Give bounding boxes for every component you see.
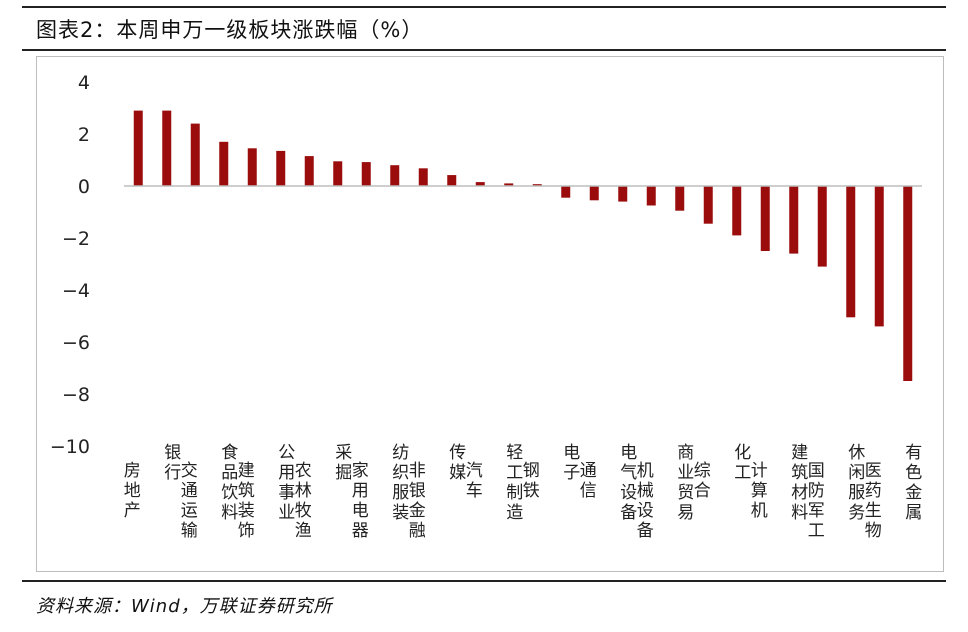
title-underline xyxy=(22,49,946,51)
bar xyxy=(903,186,913,381)
y-tick-label: −6 xyxy=(62,332,90,354)
category-label: 医药生物 xyxy=(865,461,882,541)
bar xyxy=(618,186,628,202)
source-note: 资料来源：Wind，万联证券研究所 xyxy=(36,596,333,617)
bar xyxy=(190,123,200,186)
category-label: 纺织服装 xyxy=(392,443,409,523)
category-label: 食品饮料 xyxy=(221,443,238,523)
bar xyxy=(646,186,656,206)
category-label: 传媒 xyxy=(449,443,466,483)
bar xyxy=(675,186,685,211)
bar xyxy=(390,165,400,186)
category-label: 非银金融 xyxy=(409,461,426,541)
chart-frame xyxy=(36,56,944,572)
category-label: 家用电器 xyxy=(352,461,369,541)
category-label: 房地产 xyxy=(124,461,141,521)
top-rule xyxy=(22,6,946,8)
category-label: 公用事业 xyxy=(278,443,295,523)
bar xyxy=(162,110,172,186)
category-label: 建筑装饰 xyxy=(238,461,255,541)
bar xyxy=(732,186,742,236)
category-label: 计算机 xyxy=(751,461,768,521)
category-label: 汽车 xyxy=(466,461,483,501)
category-label: 国防军工 xyxy=(808,461,825,541)
bar xyxy=(247,148,257,186)
category-label: 交通运输 xyxy=(181,461,198,541)
y-tick-label: −8 xyxy=(62,384,90,406)
y-tick-label: 4 xyxy=(78,72,90,94)
category-label: 采掘 xyxy=(335,443,352,483)
y-tick-label: −4 xyxy=(62,280,90,302)
y-tick-label: −2 xyxy=(62,228,90,250)
bar xyxy=(789,186,799,254)
category-label: 有色金属 xyxy=(905,443,922,523)
bar xyxy=(418,168,428,186)
bar xyxy=(504,183,514,186)
category-label: 综合 xyxy=(694,461,711,501)
category-label: 电子 xyxy=(563,443,580,483)
bar xyxy=(589,186,599,201)
bar xyxy=(276,150,286,186)
category-label: 通信 xyxy=(580,461,597,501)
bar xyxy=(874,186,884,327)
y-tick-label: 0 xyxy=(78,176,90,198)
category-label: 化工 xyxy=(734,443,751,483)
category-label: 电气设备 xyxy=(620,443,637,523)
chart-title: 图表2：本周申万一级板块涨跌幅（%） xyxy=(36,18,424,42)
category-label: 建筑材料 xyxy=(791,443,808,523)
bar xyxy=(304,156,314,186)
bar xyxy=(447,175,457,186)
bar xyxy=(333,161,343,186)
bar xyxy=(561,186,571,198)
category-label: 商业贸易 xyxy=(677,443,694,523)
y-tick-label: −10 xyxy=(50,436,90,458)
bar xyxy=(361,162,371,186)
bar xyxy=(846,186,856,318)
bar xyxy=(475,182,485,186)
bar xyxy=(133,110,143,186)
category-label: 钢铁 xyxy=(523,461,540,501)
bottom-rule xyxy=(22,580,946,582)
category-label: 农林牧渔 xyxy=(295,461,312,541)
category-label: 银行 xyxy=(164,443,181,483)
bar xyxy=(760,186,770,251)
category-label: 休闲服务 xyxy=(848,443,865,523)
category-label: 轻工制造 xyxy=(506,443,523,523)
bar xyxy=(219,141,229,186)
y-tick-label: 2 xyxy=(78,124,90,146)
category-label: 机械设备 xyxy=(637,461,654,541)
bar xyxy=(532,184,542,186)
bar xyxy=(703,186,713,224)
bar xyxy=(817,186,827,267)
